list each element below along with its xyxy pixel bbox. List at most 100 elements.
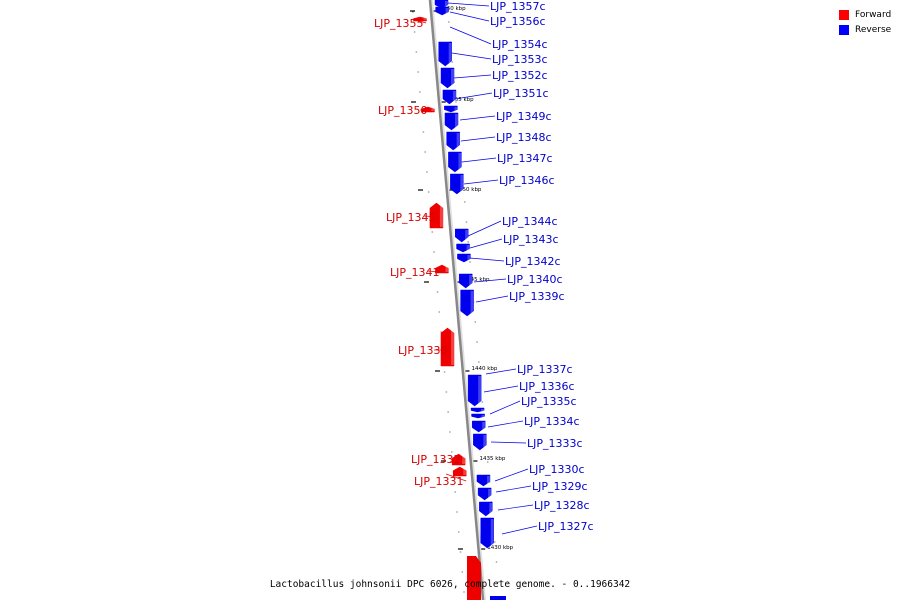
gene-glyph-shade: [450, 329, 454, 365]
genome-axis: [428, 0, 485, 600]
gene-leader-line: [453, 74, 492, 79]
scale-label: 1445 kbp: [464, 277, 490, 283]
gene-leader-line: [487, 420, 524, 428]
gene-glyph-shade: [490, 519, 494, 547]
gene-glyph: [440, 67, 455, 89]
gene-label: LJP_1337c: [517, 363, 573, 376]
gene-glyph-shade: [486, 476, 490, 485]
gene-glyph: [453, 466, 467, 477]
scale-label: 1455 kbp: [448, 97, 474, 103]
gene-leader-line: [460, 136, 496, 142]
gene-label: LJP_1345: [386, 211, 436, 224]
gene-glyph: [479, 501, 493, 517]
gene-leader-line: [445, 473, 467, 482]
gene-label: LJP_1336c: [519, 380, 575, 393]
gene-label: LJP_1340c: [507, 273, 563, 286]
gene-glyph-shade: [452, 91, 456, 103]
gene-glyph: [438, 41, 452, 67]
gene-glyph: [442, 89, 457, 105]
gene-glyph-shade: [456, 133, 460, 149]
legend-reverse-swatch: [839, 25, 849, 35]
gene-leader-line: [449, 26, 492, 45]
gene-leader-line: [447, 2, 490, 7]
gene-glyph: [458, 273, 473, 289]
gene-glyph-shade: [489, 503, 493, 515]
gene-label: LJP_1329c: [532, 480, 588, 493]
gene-glyph-shade: [460, 175, 464, 193]
gene-glyph: [476, 474, 491, 487]
gene-leader-line: [485, 368, 517, 375]
gene-label: LJP_1335c: [521, 395, 577, 408]
gene-glyph-shade: [483, 435, 487, 449]
gene-label: LJP_1352c: [492, 69, 548, 82]
gene-leader-line: [489, 400, 521, 415]
gene-label: LJP_1332: [411, 453, 461, 466]
gene-label: LJP_1349c: [496, 110, 552, 123]
gene-glyph: [460, 289, 474, 317]
gene-label: LJP_1350: [378, 104, 428, 117]
gene-label: LJP_1327c: [538, 520, 594, 533]
gene-leader-line: [449, 11, 490, 22]
gene-leader-line: [454, 92, 493, 100]
gene-leader-line: [426, 270, 443, 273]
gene-glyph: [467, 556, 481, 600]
gene-glyph-shade: [445, 8, 449, 14]
legend-reverse-label: Reverse: [855, 25, 892, 35]
genes: [413, 0, 506, 600]
gene-label: LJP_1334c: [524, 415, 580, 428]
gene-glyph: [470, 407, 485, 413]
gene-glyph-shade: [481, 415, 485, 417]
gene-glyph: [454, 228, 469, 243]
gene-glyph: [457, 253, 471, 263]
gene-label: LJP_1330c: [529, 463, 585, 476]
gene-glyph-shade: [470, 291, 474, 315]
gene-leader-line: [483, 385, 519, 393]
gene-glyph-shade: [465, 230, 469, 241]
scale-label: 1435 kbp: [479, 456, 505, 462]
gene-label: LJP_1354c: [492, 38, 548, 51]
gene-leader-line: [501, 525, 538, 535]
gene-glyph: [446, 131, 460, 151]
gene-label: LJP_1344c: [502, 215, 558, 228]
gene-label: LJP_1342c: [505, 255, 561, 268]
gene-glyph: [473, 433, 487, 451]
gene-glyph: [471, 420, 486, 433]
scale-label: 1440 kbp: [472, 366, 498, 372]
genome-caption: Lactobacillus johnsonii DPC 6026, comple…: [269, 579, 631, 590]
gene-glyph: [435, 264, 449, 274]
gene-leader-line: [475, 295, 509, 303]
gene-label: LJP_1341: [390, 266, 440, 279]
gene-glyph-shade: [458, 153, 462, 171]
gene-glyph-shade: [467, 255, 471, 261]
gene-leader-line: [451, 52, 492, 60]
gene-label: LJP_1351c: [493, 87, 549, 100]
gene-glyph: [467, 374, 482, 407]
gene-leader-line: [490, 441, 527, 444]
gene-label: LJP_1331: [414, 475, 464, 488]
scale-label: 1430 kbp: [487, 545, 513, 551]
gene-glyph: [451, 453, 466, 466]
gene-label: LJP_1356c: [490, 15, 546, 28]
gene-label: LJP_1339c: [509, 290, 565, 303]
gene-glyph-shade: [481, 409, 485, 411]
gene-glyph: [480, 517, 495, 549]
gene-label: LJP_1328c: [534, 499, 590, 512]
gene-glyph-shade: [448, 43, 452, 65]
gene-glyph: [456, 243, 470, 253]
gene-leader-line: [495, 485, 532, 493]
gene-leader-line: [423, 215, 439, 218]
gene-label: LJP_1343c: [503, 233, 559, 246]
gene-glyph: [435, 6, 449, 16]
gene-label: LJP_1333c: [527, 437, 583, 450]
gene-glyph: [471, 413, 485, 419]
gene-leader-line: [473, 278, 507, 283]
scale-labels: 1460 kbp 1455 kbp 1450 kbp 1445 kbp 1440 kbp…: [410, 6, 514, 551]
gene-glyph-shade: [466, 245, 470, 251]
gene-leader-line: [463, 179, 499, 185]
gene-leader-line: [459, 115, 496, 121]
gene-glyph-shade: [451, 69, 455, 87]
gene-label: LJP_1347c: [497, 152, 553, 165]
gene-leader-line: [461, 157, 497, 163]
gene-leader-line: [469, 238, 503, 249]
